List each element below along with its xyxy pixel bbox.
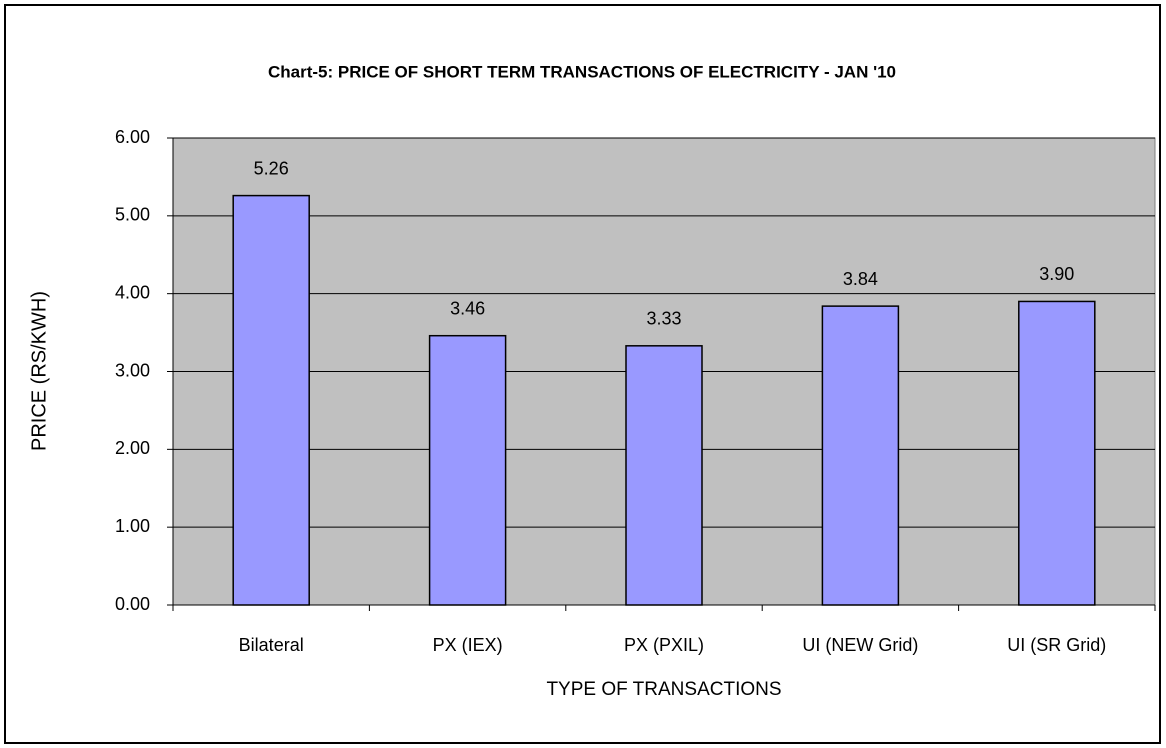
y-tick-label: 0.00 — [115, 594, 150, 614]
bar — [821, 305, 900, 606]
y-axis-title: PRICE (RS/KWH) — [28, 291, 50, 451]
x-tick-label: PX (PXIL) — [624, 635, 704, 655]
bar — [1018, 300, 1096, 606]
x-tick-label: PX (IEX) — [433, 635, 503, 655]
x-tick-label: UI (NEW Grid) — [802, 635, 918, 655]
bar — [428, 334, 507, 606]
bar — [625, 345, 703, 606]
data-label: 5.26 — [254, 158, 289, 178]
y-tick-label: 6.00 — [115, 127, 150, 147]
data-label: 3.90 — [1039, 264, 1074, 284]
x-tick-label: UI (SR Grid) — [1007, 635, 1106, 655]
chart-title: Chart-5: PRICE OF SHORT TERM TRANSACTION… — [268, 62, 896, 81]
y-tick-label: 3.00 — [115, 360, 150, 380]
y-tick-label: 5.00 — [115, 205, 150, 225]
y-tick-label: 1.00 — [115, 516, 150, 536]
x-tick-label: Bilateral — [239, 635, 304, 655]
data-label: 3.33 — [646, 309, 681, 329]
data-label: 3.84 — [843, 269, 878, 289]
x-axis-title: TYPE OF TRANSACTIONS — [546, 679, 781, 700]
bar — [232, 194, 310, 606]
y-tick-label: 4.00 — [115, 282, 150, 302]
data-label: 3.46 — [450, 298, 485, 318]
y-tick-label: 2.00 — [115, 438, 150, 458]
